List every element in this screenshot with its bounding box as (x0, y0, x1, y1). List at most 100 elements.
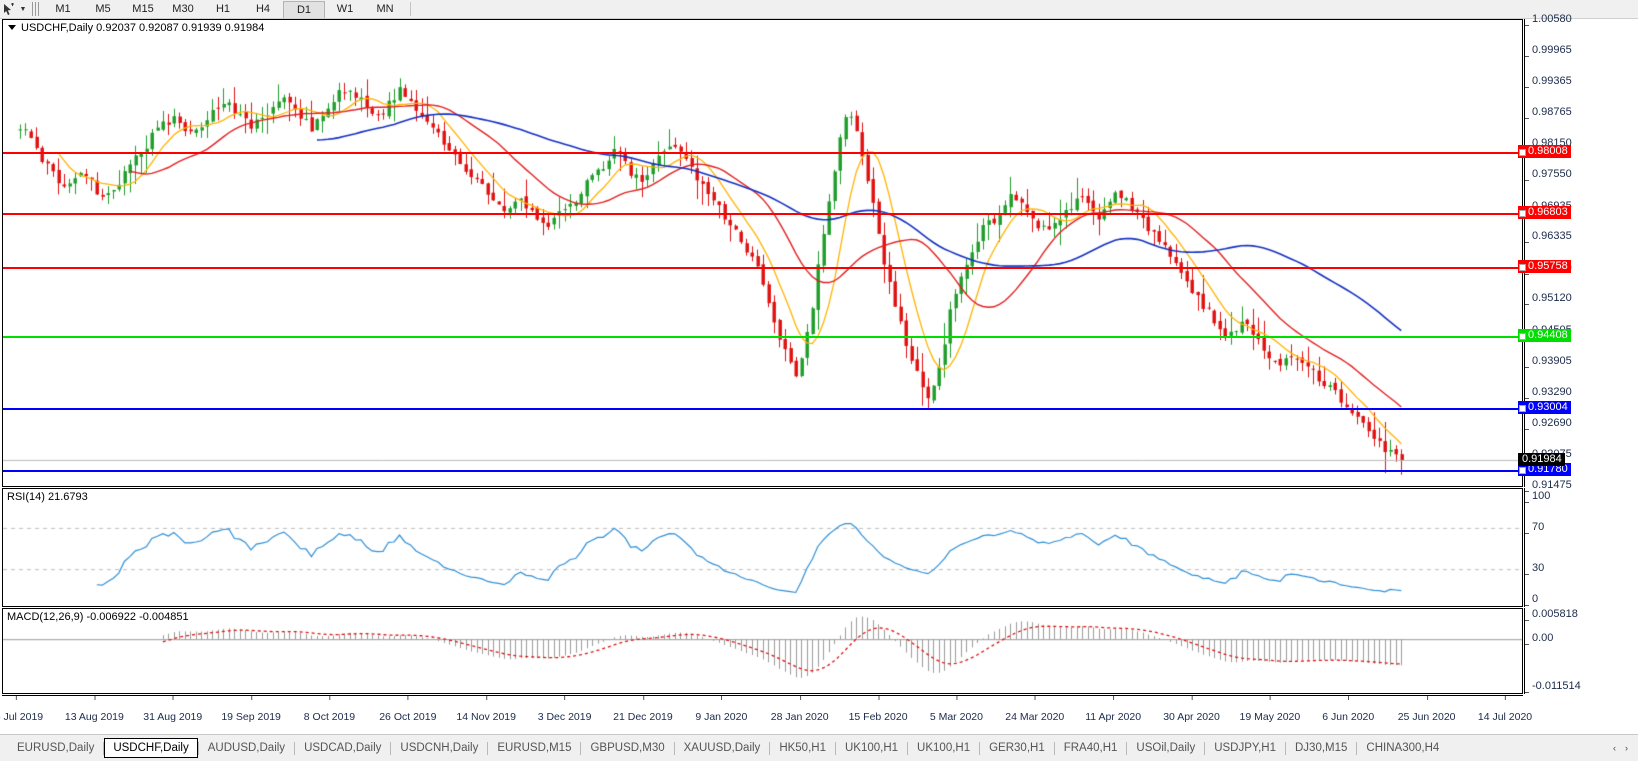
timeframe-mn[interactable]: MN (376, 2, 394, 15)
tab-divider (979, 741, 981, 755)
chart-tab-usoil-daily[interactable]: USOil,Daily (1136, 742, 1196, 754)
price-level-line[interactable] (3, 469, 1525, 477)
chart-tab-fra40-h1[interactable]: FRA40,H1 (1063, 742, 1118, 754)
price-level-line[interactable] (3, 150, 1525, 158)
price-level-label[interactable]: 0.91780 (1518, 463, 1571, 477)
timeframe-w1[interactable]: W1 (336, 2, 354, 15)
tab-next-icon[interactable]: › (1625, 743, 1628, 753)
chart-tab-ger30-h1[interactable]: GER30,H1 (989, 742, 1045, 754)
price-level-line[interactable] (3, 406, 1525, 414)
date-tick: 19 Sep 2019 (221, 696, 281, 723)
price-tick: 0.99365 (1525, 75, 1572, 93)
date-tick: 14 Jul 2020 (1478, 696, 1532, 723)
price-level-line[interactable] (3, 212, 1525, 220)
chart-tab-usdchf-daily[interactable]: USDCHF,Daily (104, 738, 198, 758)
tab-divider (1285, 741, 1286, 755)
chart-tab-dj30-m15[interactable]: DJ30,M15 (1295, 742, 1348, 754)
tab-divider (197, 741, 199, 755)
timeframe-m15[interactable]: M15 (132, 2, 154, 15)
date-tick: 31 Aug 2019 (143, 696, 202, 723)
chart-tab-uk100-h1[interactable]: UK100,H1 (917, 742, 971, 754)
chart-tab-uk100-h1[interactable]: UK100,H1 (844, 742, 899, 754)
tab-divider (294, 741, 296, 755)
current-price-label[interactable]: 0.91984 (1518, 452, 1565, 466)
date-tick: 3 Dec 2019 (538, 696, 591, 723)
rsi-tick: 100 (1525, 490, 1550, 508)
timeframe-toolbar: ▼ M1 M5 M15 M30 H1 H4 D1 W1 MN (0, 0, 1638, 19)
chart-tab-audusd-daily[interactable]: AUDUSD,Daily (207, 742, 286, 754)
price-axis[interactable]: 1.00580 0.99965 0.99365 0.98765 0.98150 0.975… (1518, 13, 1638, 492)
date-tick: 26 Oct 2019 (379, 696, 436, 723)
chart-tab-usdcnh-daily[interactable]: USDCNH,Daily (400, 742, 479, 754)
tab-divider (103, 741, 105, 755)
price-level-line[interactable] (3, 334, 1525, 342)
date-tick: 24 Mar 2020 (1005, 696, 1064, 723)
toolbar-grip[interactable] (32, 2, 39, 16)
chart-tab-usdjpy-h1[interactable]: USDJPY,H1 (1214, 742, 1276, 754)
date-tick: 15 Feb 2020 (849, 696, 908, 723)
date-tick: 11 Apr 2020 (1085, 696, 1141, 723)
chart-tab-eurusd-m15[interactable]: EURUSD,M15 (497, 742, 572, 754)
price-level-label[interactable]: 0.93004 (1518, 400, 1571, 414)
date-tick: 25 Jul 2019 (0, 696, 43, 723)
chart-tab-bar[interactable]: EURUSD,Daily USDCHF,Daily AUDUSD,Daily USDC… (0, 734, 1638, 761)
timeframe-h4[interactable]: H4 (255, 2, 271, 15)
price-tick: 0.96335 (1525, 230, 1572, 248)
chart-tab-gbpusd-m30[interactable]: GBPUSD,M30 (590, 742, 665, 754)
price-level-label[interactable]: 0.98008 (1518, 144, 1571, 158)
rsi-pane[interactable]: RSI(14) 21.6793 (2, 488, 1523, 607)
price-tick: 0.92690 (1525, 417, 1572, 435)
price-pane[interactable]: USDCHF,Daily 0.92037 0.92087 0.91939 0.9… (2, 19, 1525, 487)
timeframe-d1[interactable]: D1 (283, 0, 325, 18)
pane-collapse-icon[interactable] (8, 25, 16, 30)
chart-tab-china300-h4[interactable]: CHINA300,H4 (1366, 742, 1440, 754)
price-tick: 1.00580 (1525, 13, 1572, 31)
price-level-line[interactable] (3, 265, 1525, 273)
symbol-ohlc-label: USDCHF,Daily 0.92037 0.92087 0.91939 0.9… (21, 22, 265, 34)
toolbar-divider (410, 2, 411, 16)
date-tick: 28 Jan 2020 (771, 696, 829, 723)
date-tick: 30 Apr 2020 (1163, 696, 1220, 723)
tab-divider (1126, 741, 1128, 755)
macd-label: MACD(12,26,9) -0.006922 -0.004851 (7, 611, 189, 623)
date-tick: 19 May 2020 (1240, 696, 1300, 723)
tab-nav[interactable]: ‹ › (1613, 743, 1638, 753)
tab-divider (390, 741, 392, 755)
tab-divider (1356, 741, 1358, 755)
price-tick: 0.97550 (1525, 168, 1572, 186)
macd-tick: 0.00 (1525, 632, 1553, 650)
price-tick: 0.93905 (1525, 355, 1572, 373)
crosshair-cursor-icon[interactable] (0, 1, 16, 17)
chart-tab-eurusd-daily[interactable]: EURUSD,Daily (17, 742, 95, 754)
date-tick: 25 Jun 2020 (1398, 696, 1456, 723)
rsi-tick: 30 (1525, 562, 1544, 580)
rsi-label: RSI(14) 21.6793 (7, 491, 88, 503)
date-axis[interactable]: 25 Jul 2019 13 Aug 2019 31 Aug 2019 19 Sep … (0, 695, 1532, 732)
price-level-label[interactable]: 0.96803 (1518, 206, 1571, 220)
price-tick: 0.93290 (1525, 386, 1572, 404)
chart-tab-hk50-h1[interactable]: HK50,H1 (779, 742, 826, 754)
chart-tab-xauusd-daily[interactable]: XAUUSD,Daily (683, 742, 761, 754)
timeframe-m30[interactable]: M30 (172, 2, 194, 15)
chevron-down-icon[interactable]: ▼ (19, 5, 27, 13)
date-tick: 8 Oct 2019 (304, 696, 355, 723)
macd-axis[interactable]: 0.005818 0.00 -0.011514 (1524, 608, 1638, 694)
rsi-axis[interactable]: 100 70 30 0 (1524, 488, 1638, 607)
macd-pane[interactable]: MACD(12,26,9) -0.006922 -0.004851 (2, 608, 1523, 694)
tab-divider (487, 741, 489, 755)
price-tick: 0.91475 (1525, 479, 1572, 497)
tab-prev-icon[interactable]: ‹ (1613, 743, 1616, 753)
chart-tab-usdcad-daily[interactable]: USDCAD,Daily (304, 742, 382, 754)
chart-area[interactable]: USDCHF,Daily 0.92037 0.92087 0.91939 0.9… (0, 13, 1638, 733)
timeframe-m1[interactable]: M1 (55, 2, 71, 15)
date-tick: 6 Jun 2020 (1322, 696, 1374, 723)
rsi-tick: 0 (1525, 593, 1538, 611)
timeframe-h1[interactable]: H1 (215, 2, 231, 15)
tab-divider (1204, 741, 1206, 755)
date-tick: 14 Nov 2019 (456, 696, 516, 723)
date-tick: 9 Jan 2020 (695, 696, 747, 723)
price-level-label[interactable]: 0.94408 (1518, 328, 1571, 342)
macd-tick: 0.005818 (1525, 608, 1578, 626)
price-level-label[interactable]: 0.95758 (1518, 259, 1571, 273)
timeframe-m5[interactable]: M5 (95, 2, 111, 15)
